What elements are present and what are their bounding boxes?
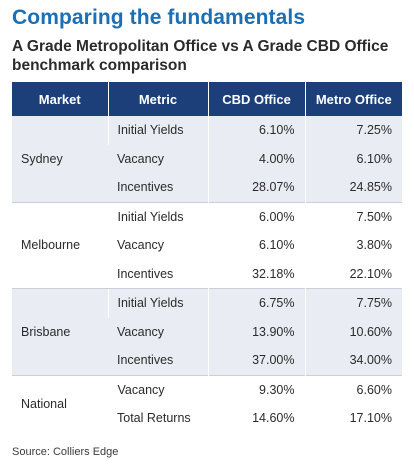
metro-value: 7.50%: [304, 201, 402, 231]
header-metro-office: Metro Office: [304, 82, 402, 116]
metro-value: 22.10%: [304, 259, 402, 289]
cbd-value: 32.18%: [207, 259, 305, 289]
metro-value: 7.25%: [304, 116, 402, 145]
header-metric: Metric: [107, 82, 208, 116]
table-row: Vacancy 6.10% 3.80%: [12, 231, 402, 260]
metric-cell: Vacancy: [108, 144, 208, 173]
source-note: Source: Colliers Edge: [12, 446, 119, 458]
metro-value: 7.75%: [304, 288, 402, 318]
metro-value: 3.80%: [304, 231, 402, 260]
cbd-value: 13.90%: [207, 317, 305, 346]
group-brisbane: Brisbane Initial Yields 6.75% 7.75% Vaca…: [12, 288, 402, 375]
cbd-value: 6.75%: [207, 288, 305, 318]
metric-cell: Vacancy: [107, 374, 208, 404]
table-row: National Vacancy 9.30% 6.60%: [12, 374, 402, 433]
table-row: Incentives 32.18% 22.10%: [12, 259, 402, 289]
page-subtitle: A Grade Metropolitan Office vs A Grade C…: [12, 38, 389, 74]
metro-value: 34.00%: [304, 346, 402, 375]
cbd-value: 4.00%: [207, 144, 305, 173]
table-row: Sydney Initial Yields 6.10% 7.25%: [12, 116, 402, 202]
metro-value: 6.10%: [304, 144, 402, 173]
header-market: Market: [12, 82, 108, 116]
header-cbd-office: CBD Office: [207, 82, 305, 116]
table-row: Total Returns 14.60% 17.10%: [12, 404, 402, 433]
table-row: Melbourne Initial Yields 6.00% 7.50%: [12, 201, 402, 289]
market-cell: Sydney: [12, 116, 108, 202]
cbd-value: 6.00%: [207, 201, 305, 231]
cbd-value: 14.60%: [207, 404, 305, 433]
metric-cell: Incentives: [108, 346, 208, 375]
group-national: National Vacancy 9.30% 6.60% Total Retur…: [12, 374, 402, 433]
metro-value: 10.60%: [304, 317, 402, 346]
table-row: Vacancy 13.90% 10.60%: [12, 317, 402, 346]
market-cell: Melbourne: [12, 201, 108, 289]
metric-cell: Initial Yields: [107, 201, 208, 231]
table-row: Vacancy 4.00% 6.10%: [12, 144, 402, 173]
metric-cell: Incentives: [108, 173, 208, 202]
cbd-value: 37.00%: [207, 346, 305, 375]
metric-cell: Vacancy: [108, 231, 208, 260]
group-melbourne: Melbourne Initial Yields 6.00% 7.50% Vac…: [12, 201, 402, 289]
cbd-value: 9.30%: [207, 374, 305, 404]
comparison-table: Market Metric CBD Office Metro Office Sy…: [12, 82, 402, 433]
metro-value: 17.10%: [304, 404, 402, 433]
table-row: Brisbane Initial Yields 6.75% 7.75%: [12, 288, 402, 375]
market-cell: National: [12, 374, 108, 433]
market-cell: Brisbane: [12, 288, 108, 375]
cbd-value: 6.10%: [207, 116, 305, 145]
metric-cell: Incentives: [108, 259, 208, 289]
metric-cell: Vacancy: [108, 317, 208, 346]
metric-cell: Initial Yields: [107, 288, 208, 318]
group-sydney: Sydney Initial Yields 6.10% 7.25% Vacanc…: [12, 116, 402, 202]
metro-value: 6.60%: [304, 374, 402, 404]
metric-cell: Initial Yields: [107, 116, 208, 145]
cbd-value: 6.10%: [207, 231, 305, 260]
page-title: Comparing the fundamentals: [12, 6, 306, 29]
metro-value: 24.85%: [304, 173, 402, 202]
cbd-value: 28.07%: [207, 173, 305, 202]
metric-cell: Total Returns: [108, 404, 208, 433]
table-header-row: Market Metric CBD Office Metro Office: [12, 82, 402, 116]
table-row: Incentives 37.00% 34.00%: [12, 346, 402, 375]
table-row: Incentives 28.07% 24.85%: [12, 173, 402, 202]
